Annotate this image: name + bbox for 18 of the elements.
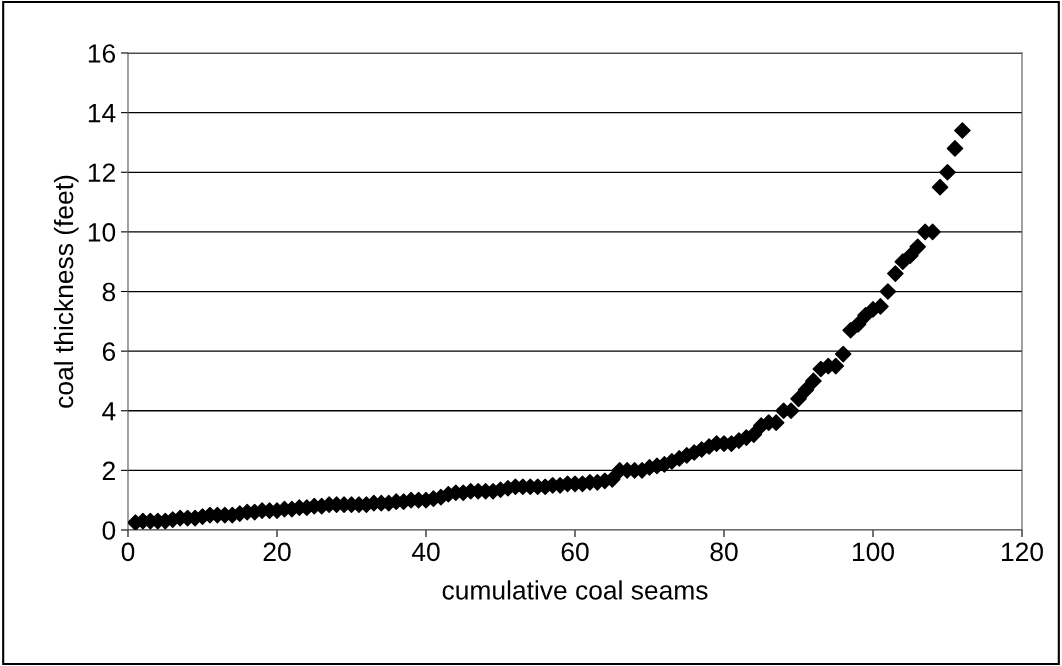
x-tick-label: 40	[411, 542, 440, 562]
y-tick-label: 6	[102, 342, 116, 361]
x-tick-label: 60	[561, 542, 589, 562]
y-tick-label: 4	[102, 402, 116, 421]
y-axis-title: coal thickness (feet)	[53, 175, 79, 408]
y-tick-label: 14	[88, 104, 116, 123]
x-tick-label: 120	[1002, 542, 1043, 562]
x-tick-label: 20	[263, 542, 291, 562]
x-tick-label: 0	[121, 542, 135, 562]
y-tick-label: 12	[88, 163, 115, 182]
y-tick-label: 2	[102, 461, 115, 480]
y-tick-label: 8	[102, 282, 116, 302]
y-tick-label: 10	[88, 223, 116, 242]
x-tick-label: 100	[853, 542, 894, 562]
y-tick-label: 16	[88, 44, 116, 63]
x-axis-title: cumulative coal seams	[442, 580, 708, 600]
x-tick-label: 80	[710, 542, 738, 562]
y-tick-label: 0	[102, 521, 116, 540]
